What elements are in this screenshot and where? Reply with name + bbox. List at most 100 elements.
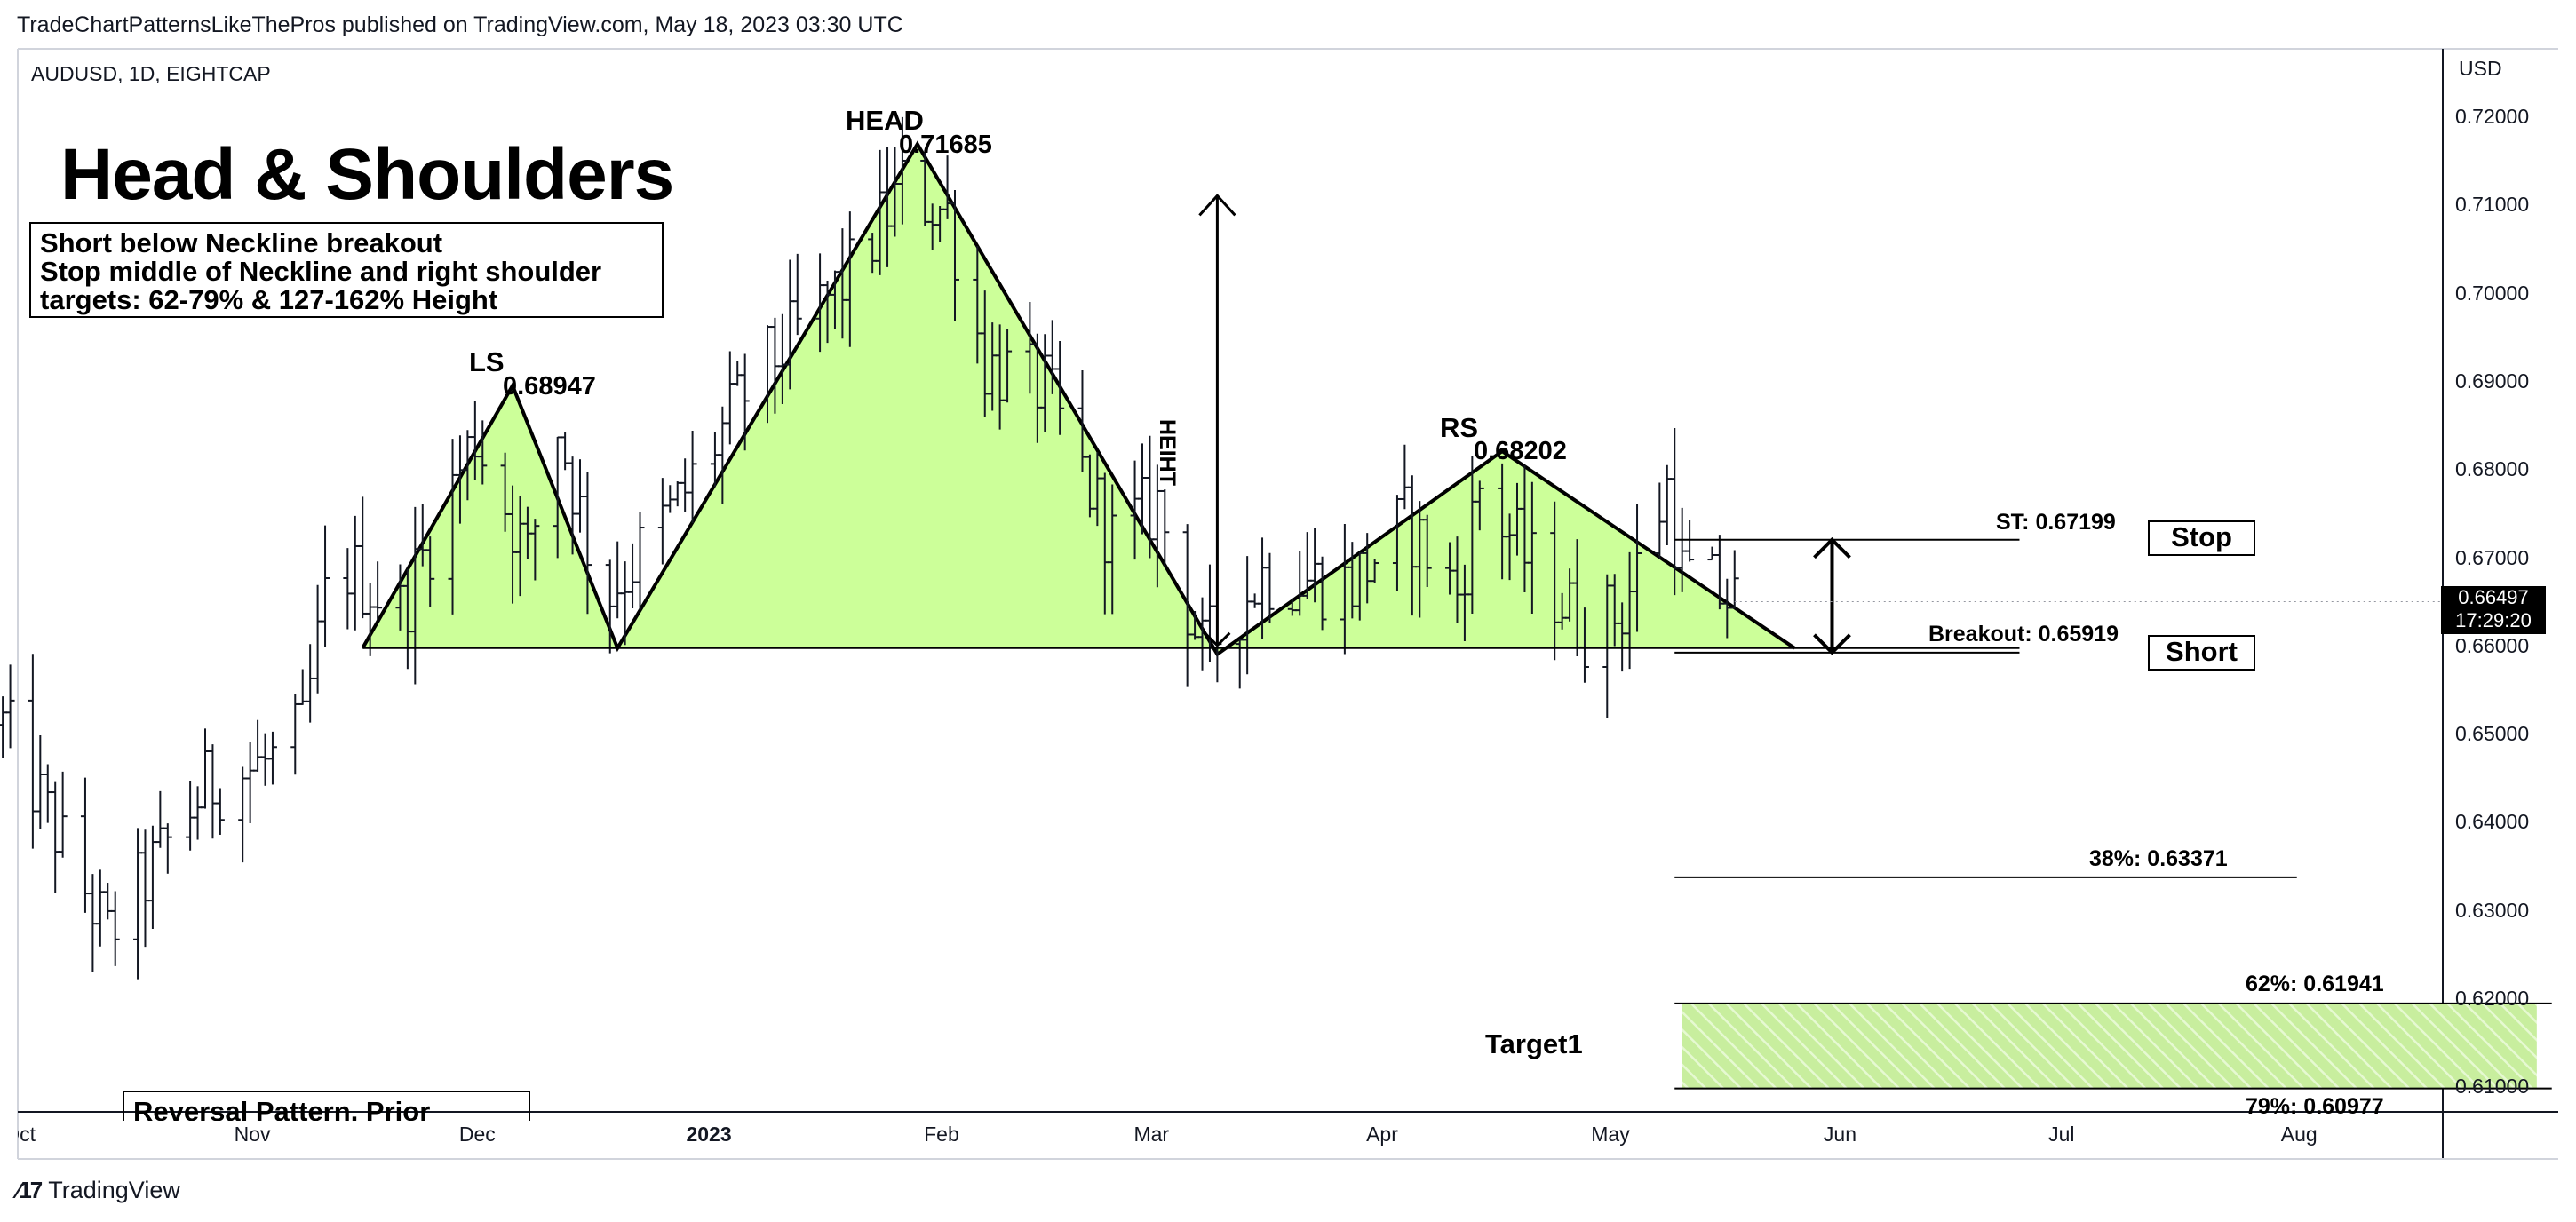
ohlc-bar bbox=[1003, 329, 1013, 403]
ohlc-bar bbox=[635, 512, 645, 610]
last-price-value: 0.66497 bbox=[2458, 586, 2529, 608]
time-tick-label: 2023 bbox=[686, 1123, 732, 1146]
tradingview-logo[interactable]: ⁄17 TradingView bbox=[17, 1177, 180, 1204]
note-line-3: targets: 62-79% & 127-162% Height bbox=[40, 284, 498, 315]
ohlc-bar bbox=[215, 788, 225, 835]
reversal-note-box[interactable]: Reversal Pattern, Prior bbox=[123, 1091, 530, 1121]
ohlc-bar bbox=[733, 361, 743, 386]
head-and-shoulders-fill bbox=[362, 144, 1795, 655]
target1-label: Target1 bbox=[1485, 1028, 1583, 1059]
time-tick-label: Jun bbox=[1823, 1123, 1856, 1146]
currency-label[interactable]: USD bbox=[2459, 57, 2502, 80]
ohlc-bar bbox=[1265, 552, 1275, 623]
ohlc-bar bbox=[1685, 520, 1695, 562]
ohlc-bar bbox=[1422, 514, 1432, 588]
price-tick-label: 0.66000 bbox=[2455, 633, 2530, 657]
ohlc-bar bbox=[186, 780, 195, 851]
ohlc-bar bbox=[950, 190, 959, 321]
price-tick-label: 0.63000 bbox=[2455, 898, 2530, 922]
ohlc-bar bbox=[1317, 556, 1327, 631]
breakout-level-label: Breakout: 0.65919 bbox=[1928, 622, 2119, 647]
ohlc-bar bbox=[1160, 489, 1170, 568]
ohlc-bar bbox=[51, 781, 60, 894]
chart-title-annotation[interactable]: Head & Shoulders bbox=[60, 134, 674, 215]
ohlc-bar bbox=[897, 116, 907, 225]
ohlc-bar bbox=[245, 742, 255, 824]
ohlc-bar bbox=[253, 719, 263, 772]
ls-label: LS bbox=[469, 346, 505, 377]
ohlc-bar bbox=[1108, 484, 1117, 615]
time-tick-label: Jul bbox=[2048, 1123, 2075, 1146]
ohlc-bar bbox=[95, 869, 105, 947]
ohlc-bar bbox=[680, 458, 690, 512]
fib-38-label: 38%: 0.63371 bbox=[2089, 846, 2228, 871]
ohlc-bar bbox=[313, 584, 322, 694]
ohlc-bar bbox=[267, 731, 277, 785]
time-tick-label: Dec bbox=[458, 1123, 496, 1146]
price-tick-label: 0.71000 bbox=[2455, 193, 2530, 217]
ohlc-bar bbox=[425, 536, 435, 607]
ohlc-bar bbox=[58, 771, 68, 858]
rs-value: 0.68202 bbox=[1474, 437, 1567, 465]
ohlc-bar bbox=[103, 883, 113, 920]
ohlc-bar bbox=[163, 823, 172, 874]
time-tick-label: May bbox=[1591, 1123, 1630, 1146]
note-line-1: Short below Neckline breakout bbox=[40, 227, 443, 258]
ohlc-bar bbox=[1243, 556, 1252, 675]
published-line: TradeChartPatternsLikeThePros published … bbox=[17, 12, 903, 37]
ohlc-bar bbox=[1633, 504, 1642, 632]
ohlc-bar bbox=[1707, 546, 1717, 561]
ohlc-bar bbox=[350, 515, 360, 631]
price-tick-label: 0.68000 bbox=[2455, 457, 2530, 481]
head-label: HEAD bbox=[846, 105, 924, 136]
ohlc-bar bbox=[613, 541, 623, 619]
rs-label: RS bbox=[1440, 412, 1479, 443]
ohlc-bar bbox=[740, 353, 750, 451]
time-tick-label: Apr bbox=[1366, 1123, 1398, 1146]
time-tick-label: Mar bbox=[1133, 1123, 1170, 1146]
price-tick-label: 0.67000 bbox=[2455, 545, 2530, 569]
symbol-interval[interactable]: AUDUSD, 1D, EIGHTCAP bbox=[31, 62, 271, 85]
time-tick-label: Feb bbox=[924, 1123, 959, 1146]
ohlc-bar bbox=[110, 891, 120, 966]
bar-countdown: 17:29:20 bbox=[2455, 609, 2532, 631]
short-box[interactable]: Short bbox=[2148, 635, 2255, 671]
height-arrow-head bbox=[1198, 194, 1236, 217]
ohlc-bar bbox=[657, 478, 667, 565]
price-tick-label: 0.62000 bbox=[2455, 987, 2530, 1010]
time-tick-label: Nov bbox=[234, 1123, 271, 1146]
stop-arrow-head-up bbox=[1813, 536, 1851, 559]
ohlc-bar bbox=[1250, 593, 1260, 608]
ohlc-bar bbox=[43, 764, 52, 823]
ohlc-bar bbox=[583, 471, 592, 615]
target1-zone bbox=[1682, 1003, 2537, 1089]
ohlc-bar bbox=[133, 828, 143, 980]
strategy-note-box[interactable]: Short below Neckline breakout Stop middl… bbox=[29, 222, 664, 318]
price-tick-label: 0.69000 bbox=[2455, 369, 2530, 393]
tradingview-logo-icon: ⁄17 bbox=[17, 1177, 43, 1203]
ohlc-bar bbox=[672, 481, 682, 507]
ohlc-bar bbox=[1655, 482, 1665, 559]
ohlc-bar bbox=[688, 431, 697, 523]
fib-62-label: 62%: 0.61941 bbox=[2246, 972, 2384, 996]
ohlc-bar bbox=[155, 790, 165, 848]
ohlc-bar bbox=[561, 432, 570, 471]
ohlc-bar bbox=[140, 829, 150, 948]
ohlc-bar bbox=[28, 654, 37, 849]
head-and-shoulders-outline bbox=[361, 140, 1796, 657]
fib-79-label: 79%: 0.60977 bbox=[2246, 1094, 2384, 1114]
ohlc-bar bbox=[80, 777, 90, 913]
ls-value: 0.68947 bbox=[503, 372, 596, 401]
price-tick-label: 0.65000 bbox=[2455, 722, 2530, 746]
ohlc-bar bbox=[1527, 481, 1537, 615]
stop-box[interactable]: Stop bbox=[2148, 520, 2255, 556]
price-tick-label: 0.64000 bbox=[2455, 810, 2530, 834]
stop-arrow-head-down bbox=[1813, 633, 1851, 655]
ohlc-bar bbox=[373, 561, 383, 621]
head-value: 0.71685 bbox=[899, 131, 992, 159]
ohlc-bar bbox=[193, 786, 203, 840]
ohlc-bar bbox=[1662, 464, 1672, 545]
ohlc-bar bbox=[208, 744, 218, 839]
ohlc-bar bbox=[36, 734, 45, 829]
